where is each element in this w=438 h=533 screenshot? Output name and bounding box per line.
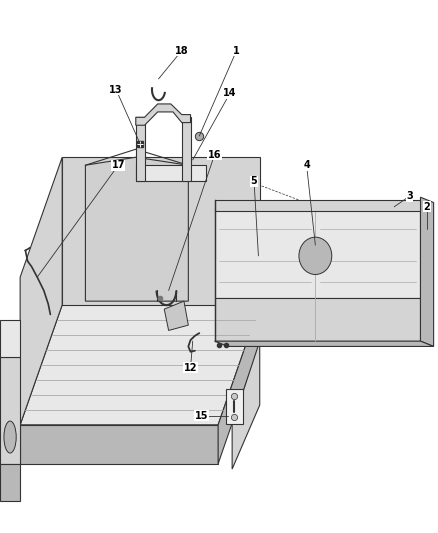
Polygon shape: [218, 305, 260, 464]
Polygon shape: [136, 104, 191, 125]
Polygon shape: [20, 157, 62, 425]
Polygon shape: [215, 341, 434, 346]
Ellipse shape: [299, 237, 332, 274]
Text: 18: 18: [175, 46, 189, 55]
Polygon shape: [164, 301, 188, 330]
FancyBboxPatch shape: [226, 389, 243, 424]
Polygon shape: [215, 298, 420, 341]
Polygon shape: [182, 117, 191, 181]
Text: 2: 2: [424, 202, 431, 212]
Polygon shape: [136, 165, 206, 181]
Polygon shape: [20, 305, 260, 425]
Text: 14: 14: [223, 88, 237, 98]
Polygon shape: [0, 464, 20, 501]
Polygon shape: [20, 425, 218, 464]
Ellipse shape: [4, 421, 16, 453]
Text: 1: 1: [233, 46, 240, 55]
Polygon shape: [420, 197, 434, 346]
Text: 16: 16: [208, 150, 221, 159]
Polygon shape: [232, 341, 260, 469]
Text: 13: 13: [110, 85, 123, 94]
Text: 12: 12: [184, 363, 197, 373]
Polygon shape: [0, 357, 20, 464]
Polygon shape: [62, 157, 260, 305]
Text: 5: 5: [251, 176, 258, 186]
Text: 15: 15: [195, 411, 208, 421]
Text: 4: 4: [303, 160, 310, 170]
Polygon shape: [85, 157, 188, 301]
Polygon shape: [215, 200, 420, 211]
Text: 3: 3: [406, 191, 413, 201]
Polygon shape: [215, 208, 420, 298]
Text: 17: 17: [112, 160, 125, 170]
Polygon shape: [0, 320, 20, 357]
Polygon shape: [136, 117, 145, 181]
